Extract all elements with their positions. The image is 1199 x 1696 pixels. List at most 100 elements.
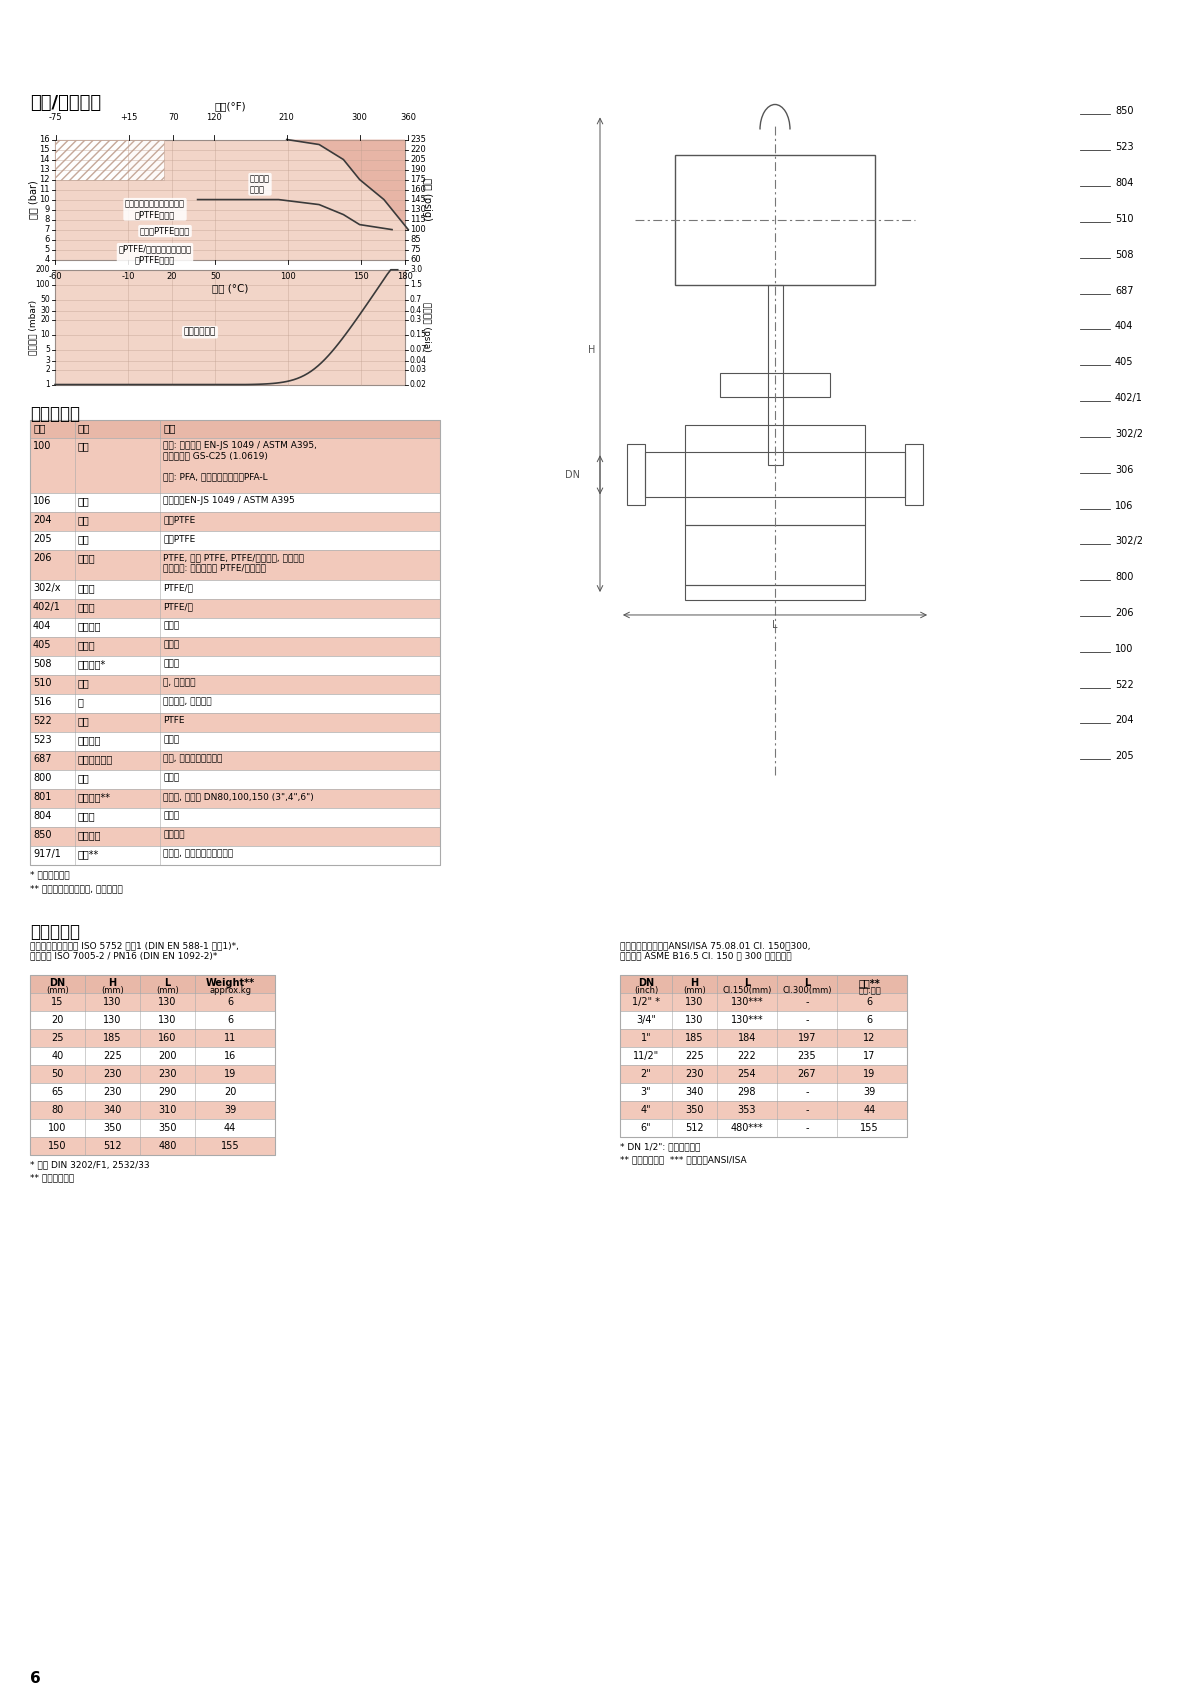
Bar (30, 617, 440, 638)
Bar (620, 994, 906, 1011)
Text: 50: 50 (210, 271, 221, 280)
Text: 0.7: 0.7 (410, 295, 422, 304)
Text: 9: 9 (44, 205, 50, 214)
Bar (30, 675, 440, 694)
Text: 0.15: 0.15 (410, 331, 427, 339)
Text: 回绣: 回绣 (78, 716, 90, 726)
Text: 404: 404 (34, 621, 52, 631)
Text: 522: 522 (34, 716, 52, 726)
Text: 402/1: 402/1 (1115, 393, 1143, 404)
Text: 801: 801 (34, 792, 52, 802)
Text: H: H (691, 979, 699, 989)
Text: 522: 522 (1115, 680, 1134, 690)
Text: 197: 197 (797, 1033, 817, 1043)
Text: 850: 850 (1115, 107, 1133, 117)
Text: 真空范围 (mbar): 真空范围 (mbar) (29, 300, 37, 354)
Text: 近似**: 近似** (858, 979, 880, 989)
Text: 名称: 名称 (78, 422, 90, 432)
Text: 19: 19 (863, 1070, 875, 1079)
Text: (mm): (mm) (46, 987, 68, 996)
Text: 480: 480 (158, 1141, 176, 1152)
Text: L: L (803, 979, 811, 989)
Text: 516: 516 (34, 697, 52, 707)
Text: 230: 230 (103, 1087, 122, 1097)
Text: 254: 254 (737, 1070, 757, 1079)
Text: 端面到端面长度符合 ISO 5752 系列1 (DIN EN 588-1 系列1)*,
法兰按照 ISO 7005-2 / PN16 (DIN EN 1092-: 端面到端面长度符合 ISO 5752 系列1 (DIN EN 588-1 系列1… (30, 941, 239, 960)
Text: 不锈锄, 仅针对 DN80,100,150 (3",4",6"): 不锈锄, 仅针对 DN80,100,150 (3",4",6") (163, 792, 314, 801)
Text: 0.04: 0.04 (410, 356, 427, 365)
Text: 温度 (°C): 温度 (°C) (212, 283, 248, 293)
Text: 推力环: 推力环 (78, 639, 96, 650)
Text: 687: 687 (34, 755, 52, 765)
Text: 225: 225 (685, 1052, 704, 1062)
Bar (767, 285, 783, 465)
Bar (30, 438, 440, 494)
Text: DN: DN (49, 979, 66, 989)
Bar (627, 444, 645, 505)
Bar (30, 638, 440, 656)
Text: 阀体: 阀体 (78, 441, 90, 451)
Text: 512: 512 (103, 1141, 122, 1152)
Text: 60: 60 (410, 254, 421, 265)
Text: 行程指示: 行程指示 (78, 734, 102, 745)
Text: 130: 130 (686, 1016, 704, 1026)
Text: 44: 44 (863, 1106, 875, 1116)
Text: 350: 350 (158, 1123, 176, 1133)
Text: 4": 4" (640, 1106, 651, 1116)
Text: 302/2: 302/2 (1115, 429, 1143, 439)
Text: -75: -75 (49, 112, 62, 122)
Text: 220: 220 (410, 146, 426, 154)
Text: 290: 290 (158, 1087, 176, 1097)
Text: 175: 175 (410, 175, 426, 185)
Text: 压力/温度范围: 压力/温度范围 (30, 95, 101, 112)
Text: 15: 15 (52, 997, 64, 1007)
Bar (30, 421, 440, 438)
Text: L: L (743, 979, 751, 989)
Text: (mm): (mm) (101, 987, 123, 996)
Text: 温度(°F): 温度(°F) (215, 102, 246, 112)
Text: 160: 160 (158, 1033, 176, 1043)
Bar (30, 1029, 275, 1048)
Text: 0.02: 0.02 (410, 380, 427, 390)
Text: 阀芯: 阀芯 (78, 516, 90, 524)
Text: 523: 523 (34, 734, 52, 745)
Text: 6: 6 (30, 1671, 41, 1686)
Text: 130***: 130*** (730, 1016, 764, 1026)
Text: 球墨铸铁EN-JS 1049 / ASTM A395: 球墨铸铁EN-JS 1049 / ASTM A395 (163, 495, 295, 505)
Bar (30, 1065, 275, 1084)
Text: (mm): (mm) (156, 987, 179, 996)
Bar (30, 975, 275, 1155)
Bar (685, 524, 864, 585)
Text: 404: 404 (1115, 322, 1133, 331)
Text: 100: 100 (1115, 644, 1133, 655)
Text: 155: 155 (860, 1123, 879, 1133)
Text: 115: 115 (410, 215, 426, 224)
Text: 1": 1" (640, 1033, 651, 1043)
Bar (620, 1084, 906, 1101)
Text: 14: 14 (40, 154, 50, 165)
Text: 30: 30 (41, 307, 50, 315)
Text: 20: 20 (224, 1087, 236, 1097)
Text: 表压 (bar): 表压 (bar) (28, 180, 38, 219)
Text: 陀: 陀 (78, 697, 84, 707)
Text: 填料螺母: 填料螺母 (78, 621, 102, 631)
Text: 106: 106 (34, 495, 52, 505)
Text: 12: 12 (863, 1033, 875, 1043)
Text: +15: +15 (120, 112, 138, 122)
Text: 360: 360 (400, 112, 416, 122)
Text: 230: 230 (103, 1070, 122, 1079)
Text: 350: 350 (103, 1123, 122, 1133)
Text: 4: 4 (44, 254, 50, 265)
Text: 管堤**: 管堤** (78, 850, 100, 860)
Text: 917/1: 917/1 (34, 850, 61, 860)
Text: 687: 687 (1115, 285, 1133, 295)
Text: 阀盖: 阀盖 (78, 495, 90, 505)
Text: 510: 510 (34, 678, 52, 689)
Text: 804: 804 (1115, 178, 1133, 188)
Text: 480***: 480*** (730, 1123, 764, 1133)
Text: 130***: 130*** (730, 997, 764, 1007)
Text: 100: 100 (48, 1123, 67, 1133)
Bar (30, 1084, 275, 1101)
Text: 44: 44 (224, 1123, 236, 1133)
Text: 0.3: 0.3 (410, 315, 422, 324)
